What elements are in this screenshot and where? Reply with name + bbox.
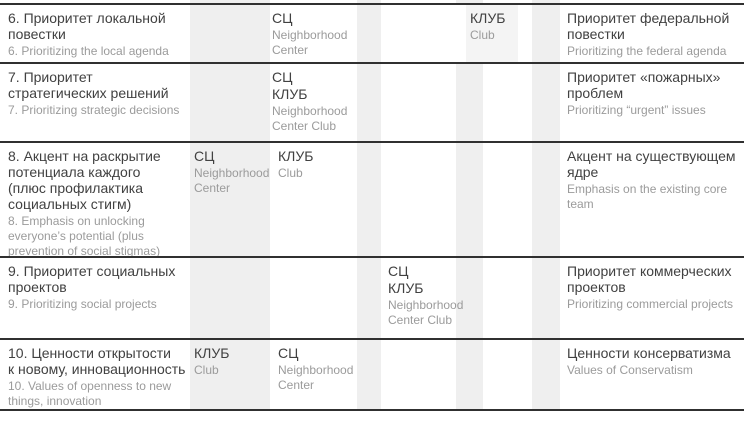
left-pole-title-ru: 10. Ценности открытости к новому, иннова… [8, 345, 186, 377]
right-pole-subtitle-en: Emphasis on the existing core team [567, 182, 728, 211]
mark-org-translation: Club [194, 363, 219, 377]
mark-org-translation: Neighborhood Center Club [272, 104, 348, 133]
right-pole-subtitle-en: Prioritizing the federal agenda [567, 44, 727, 58]
right-pole-title-ru: Ценности консерватизма [567, 345, 731, 361]
right-pole-title-ru: Приоритет «пожарных» проблем [567, 69, 721, 101]
mark-org-translation: Neighborhood Center Club [388, 298, 464, 327]
table-row-8: 8. Акцент на раскрытие потенциала каждог… [0, 141, 744, 259]
scale-mark-sc-club: СЦ КЛУБ Neighborhood Center Club [272, 69, 358, 134]
left-pole-subtitle-en: 7. Prioritizing strategic decisions [8, 103, 180, 117]
left-pole-subtitle-en: 10. Values of openness to new things, in… [8, 379, 172, 408]
left-pole-subtitle-en: 8. Emphasis on unlocking everyone’s pote… [8, 214, 161, 258]
mark-org-label: СЦ КЛУБ [272, 69, 308, 102]
mark-org-translation: Neighborhood Center [194, 166, 270, 195]
table-row-10: 10. Ценности открытости к новому, иннова… [0, 338, 744, 409]
table-body: 6. Приоритет локальной повестки 6. Prior… [0, 3, 744, 411]
scale-mark-sc: СЦ Neighborhood Center [194, 148, 270, 196]
left-pole-subtitle-en: 9. Prioritizing social projects [8, 297, 157, 311]
scale-mark-club: КЛУБ Club [470, 10, 556, 43]
left-pole: 7. Приоритет стратегических решений 7. P… [8, 69, 194, 118]
mark-org-label: КЛУБ [194, 345, 230, 361]
left-pole: 9. Приоритет социальных проектов 9. Prio… [8, 263, 194, 312]
right-pole: Акцент на существующем ядре Emphasis on … [567, 148, 744, 212]
scale-shade-column-3 [456, 0, 483, 411]
scale-mark-sc: СЦ Neighborhood Center [278, 345, 364, 393]
scale-mark-sc-club: СЦ КЛУБ Neighborhood Center Club [388, 263, 464, 328]
left-pole: 8. Акцент на раскрытие потенциала каждог… [8, 148, 194, 259]
mark-org-label: КЛУБ [278, 148, 314, 164]
right-pole: Приоритет коммерческих проектов Prioriti… [567, 263, 744, 312]
mark-org-label: СЦ [194, 148, 215, 164]
scale-mark-sc: СЦ Neighborhood Center [272, 10, 358, 58]
left-pole-title-ru: 9. Приоритет социальных проектов [8, 263, 176, 295]
mark-org-translation: Club [278, 166, 303, 180]
right-pole: Приоритет федеральной повестки Prioritiz… [567, 10, 744, 59]
right-pole-subtitle-en: Values of Conservatism [567, 363, 693, 377]
mark-org-translation: Club [470, 28, 495, 42]
left-pole: 6. Приоритет локальной повестки 6. Prior… [8, 10, 194, 59]
table-row-9: 9. Приоритет социальных проектов 9. Prio… [0, 256, 744, 338]
scale-shade-column-4 [532, 0, 560, 411]
left-pole-title-ru: 6. Приоритет локальной повестки [8, 10, 166, 42]
mark-org-label: СЦ [278, 345, 299, 361]
mark-org-label: СЦ КЛУБ [388, 263, 424, 296]
right-pole-title-ru: Акцент на существующем ядре [567, 148, 736, 180]
scale-shade-column-2 [357, 0, 381, 411]
mark-org-translation: Neighborhood Center [272, 28, 348, 57]
right-pole: Ценности консерватизма Values of Conserv… [567, 345, 744, 378]
right-pole-subtitle-en: Prioritizing commercial projects [567, 297, 734, 311]
scale-mark-club: КЛУБ Club [194, 345, 268, 378]
left-pole-title-ru: 7. Приоритет стратегических решений [8, 69, 169, 101]
right-pole-title-ru: Приоритет федеральной повестки [567, 10, 730, 42]
left-pole: 10. Ценности открытости к новому, иннова… [8, 345, 194, 409]
comparison-scale-table: 6. Приоритет локальной повестки 6. Prior… [0, 0, 744, 411]
left-pole-subtitle-en: 6. Prioritizing the local agenda [8, 44, 169, 58]
table-row-6: 6. Приоритет локальной повестки 6. Prior… [0, 3, 744, 62]
club-cell-shade [466, 5, 518, 62]
mark-org-label: КЛУБ [470, 10, 506, 26]
scale-shade-column-1 [190, 0, 270, 411]
right-pole: Приоритет «пожарных» проблем Prioritizin… [567, 69, 744, 118]
right-pole-subtitle-en: Prioritizing “urgent” issues [567, 103, 706, 117]
mark-org-translation: Neighborhood Center [278, 363, 354, 392]
scale-mark-club: КЛУБ Club [278, 148, 364, 181]
mark-org-label: СЦ [272, 10, 293, 26]
table-row-7: 7. Приоритет стратегических решений 7. P… [0, 62, 744, 141]
right-pole-title-ru: Приоритет коммерческих проектов [567, 263, 732, 295]
left-pole-title-ru: 8. Акцент на раскрытие потенциала каждог… [8, 148, 161, 212]
